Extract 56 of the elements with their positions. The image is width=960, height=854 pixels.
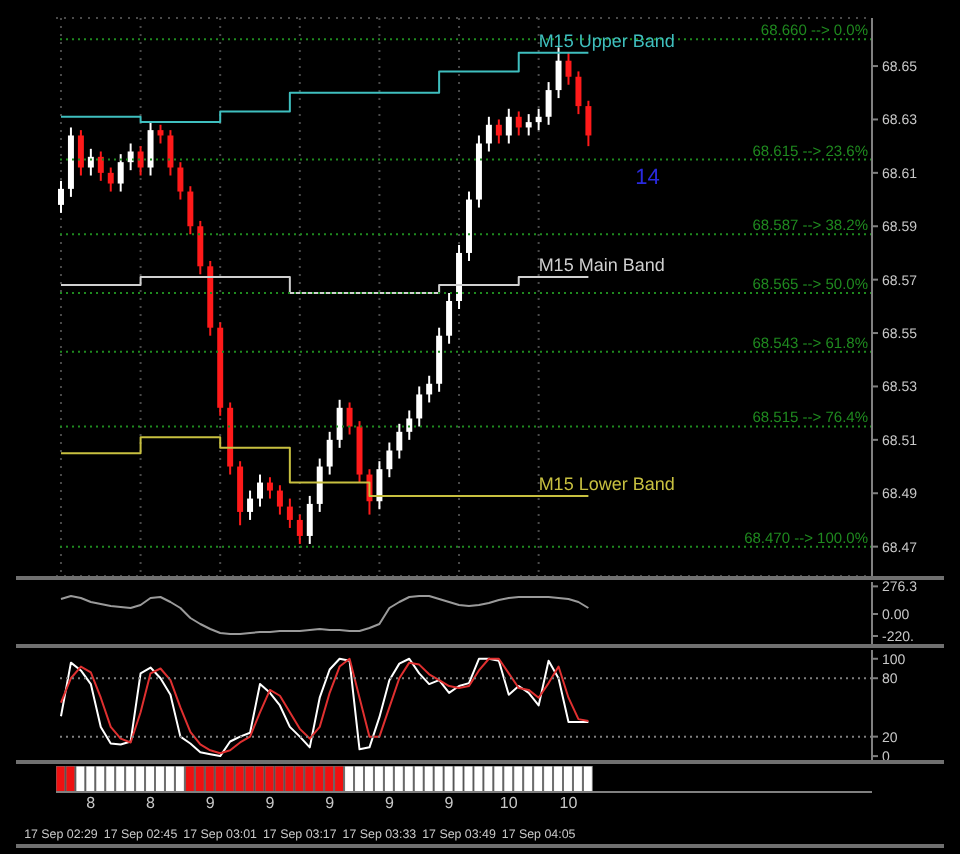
candlestick: [247, 489, 254, 521]
candlestick: [346, 401, 353, 436]
candlestick: [306, 494, 313, 545]
candlestick: [406, 409, 413, 441]
candlestick: [535, 107, 542, 132]
candlestick: [257, 473, 263, 508]
candlestick: [276, 484, 283, 516]
candlestick: [585, 99, 592, 148]
candlestick: [575, 70, 582, 116]
text: 9: [384, 794, 394, 814]
text: 10: [559, 794, 578, 814]
candlestick: [167, 129, 174, 177]
candlestick: [316, 457, 323, 513]
annotation: 14: [635, 165, 660, 190]
candlestick: [426, 374, 433, 404]
candlestick: [555, 46, 562, 100]
text: 9: [444, 794, 454, 814]
text: 9: [325, 794, 335, 814]
candlestick: [77, 129, 84, 177]
candlestick: [237, 460, 244, 527]
candlestick: [187, 185, 194, 236]
series-label: M15 Lower Band: [538, 473, 675, 494]
text: 8: [146, 794, 155, 814]
candlestick: [107, 166, 114, 193]
candlestick: [266, 476, 273, 500]
candlestick: [97, 150, 104, 182]
candlestick: [545, 81, 552, 126]
candlestick: [286, 497, 293, 529]
candlestick: [137, 145, 144, 177]
candlestick: [177, 161, 184, 201]
candlestick: [117, 153, 124, 193]
candlestick: [296, 513, 303, 545]
candlestick: [87, 147, 94, 177]
candlestick: [416, 385, 423, 428]
candlestick: [58, 179, 64, 214]
series-label: M15 Upper Band: [538, 30, 675, 51]
text: 9: [265, 794, 275, 814]
candlestick: [505, 107, 512, 145]
series-label: M15 Main Band: [538, 254, 665, 275]
candlestick: [495, 118, 502, 145]
text: 9: [205, 794, 215, 814]
candlestick: [127, 142, 134, 172]
candlestick: [525, 113, 532, 137]
text: 8: [86, 794, 96, 814]
candlestick: [326, 430, 333, 476]
candlestick: [336, 398, 343, 449]
candlestick: [147, 121, 154, 177]
candlestick: [446, 292, 453, 345]
candlestick: [376, 460, 383, 511]
candlestick: [396, 422, 403, 460]
candlestick: [515, 110, 522, 137]
candlestick: [197, 219, 204, 276]
text: 10: [499, 794, 518, 814]
line-series: [59, 595, 590, 635]
candlestick: [485, 115, 492, 153]
candlestick: [386, 441, 393, 479]
